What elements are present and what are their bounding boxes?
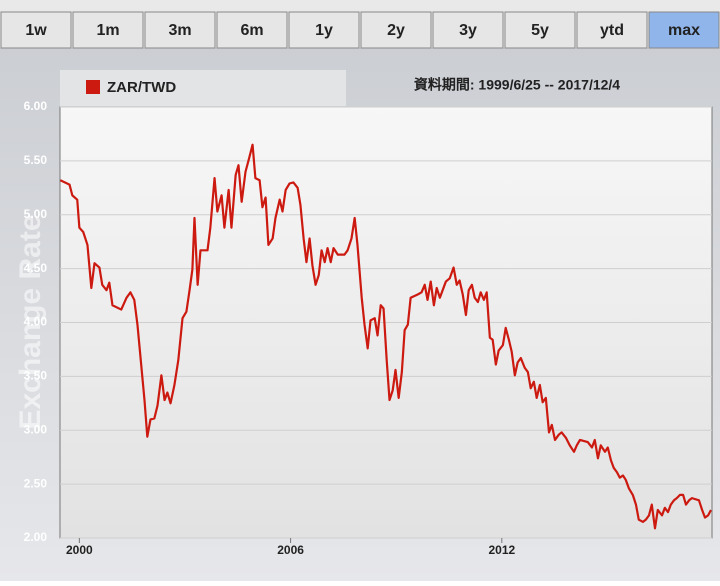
range-button-label[interactable]: 3y <box>459 22 477 39</box>
y-tick-label: 6.00 <box>24 99 48 113</box>
x-tick-label: 2012 <box>488 543 515 557</box>
y-axis-label: Exchange Rate <box>14 214 47 429</box>
date-range: 資料期間: 1999/6/25 -- 2017/12/4 <box>414 77 620 93</box>
y-tick-label: 4.00 <box>24 315 48 329</box>
range-button-label[interactable]: max <box>668 22 700 39</box>
range-button[interactable] <box>144 11 216 49</box>
range-button[interactable] <box>648 11 720 49</box>
range-button[interactable] <box>216 11 288 49</box>
y-tick-label: 3.00 <box>24 422 48 436</box>
range-button-label[interactable]: 3m <box>168 22 191 39</box>
range-button-label[interactable]: 1m <box>96 22 119 39</box>
y-tick-label: 5.00 <box>24 207 48 221</box>
y-tick-label: 2.00 <box>24 530 48 544</box>
range-button[interactable] <box>576 11 648 49</box>
range-button-label[interactable]: ytd <box>600 22 624 39</box>
x-tick-label: 2006 <box>277 543 304 557</box>
y-tick-label: 2.50 <box>24 476 48 490</box>
legend-label: ZAR/TWD <box>107 79 176 96</box>
range-button[interactable] <box>0 11 72 49</box>
y-tick-label: 3.50 <box>24 369 48 383</box>
range-button-label[interactable]: 1y <box>315 22 333 39</box>
x-tick-label: 2000 <box>66 543 93 557</box>
range-button-label[interactable]: 2y <box>387 22 405 39</box>
legend-swatch <box>86 80 100 94</box>
series-line <box>59 143 712 530</box>
y-tick-label: 4.50 <box>24 261 48 275</box>
range-button[interactable] <box>504 11 576 49</box>
range-button-label[interactable]: 1w <box>25 22 47 39</box>
range-button[interactable] <box>360 11 432 49</box>
range-button[interactable] <box>432 11 504 49</box>
range-button-label[interactable]: 5y <box>531 22 549 39</box>
range-button-label[interactable]: 6m <box>240 22 263 39</box>
range-button[interactable] <box>288 11 360 49</box>
y-tick-label: 5.50 <box>24 153 48 167</box>
range-button[interactable] <box>72 11 144 49</box>
legend-box <box>60 70 346 106</box>
